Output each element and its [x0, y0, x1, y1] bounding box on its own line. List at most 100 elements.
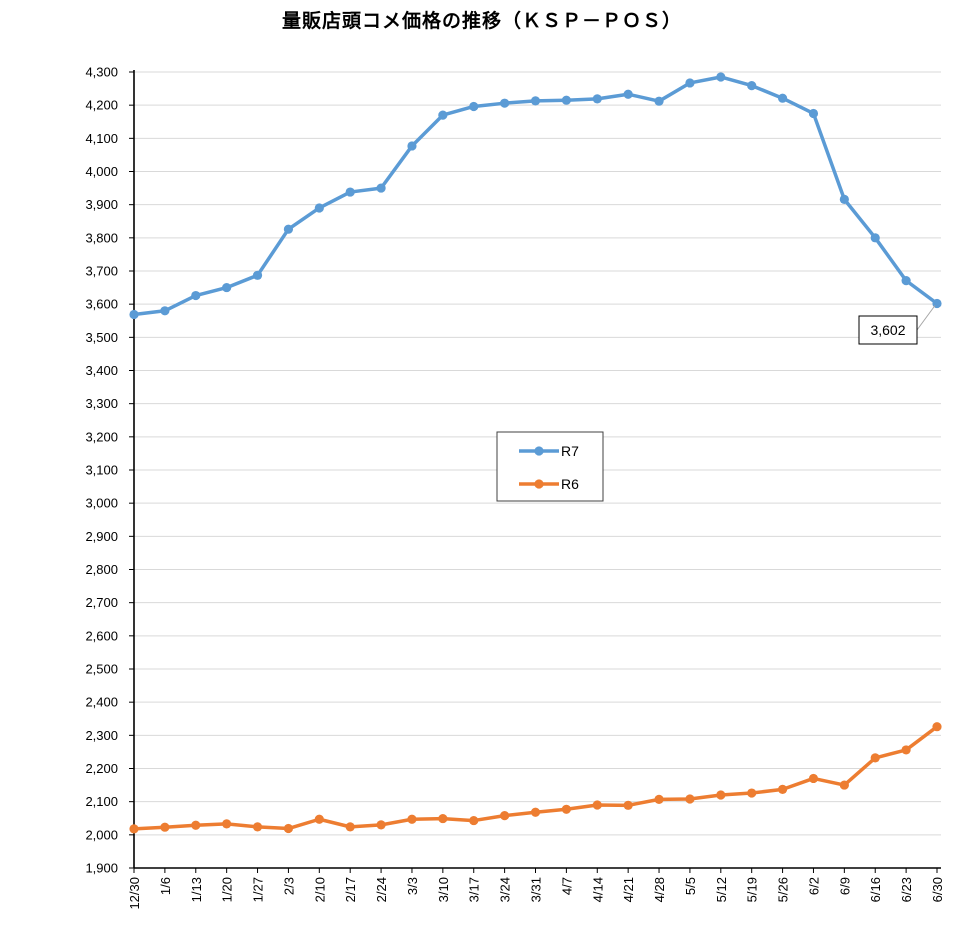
data-point: [747, 80, 757, 91]
y-tick-label: 2,900: [85, 529, 118, 544]
series-group: [129, 72, 942, 834]
series-R7: [129, 72, 942, 320]
data-point: [592, 94, 602, 104]
data-point: [438, 813, 448, 824]
data-point: [870, 753, 880, 763]
y-tick-label: 2,700: [85, 595, 118, 610]
data-point: [191, 820, 201, 830]
data-point: [777, 93, 788, 103]
data-point: [808, 773, 819, 784]
data-point: [685, 78, 695, 88]
data-point: [654, 794, 664, 804]
legend-swatch-marker: [534, 479, 544, 489]
data-point: [438, 110, 448, 120]
x-tick-label: 4/28: [652, 877, 667, 902]
y-tick-label: 3,200: [85, 429, 118, 444]
legend-swatch-marker: [534, 446, 544, 456]
y-tick-label: 2,600: [85, 628, 118, 643]
data-point: [901, 745, 911, 755]
data-point: [252, 822, 263, 832]
data-point: [129, 824, 139, 834]
legend-label: R7: [561, 443, 579, 459]
y-tick-label: 3,900: [85, 197, 118, 212]
data-point: [345, 822, 355, 832]
data-point: [530, 96, 541, 106]
x-tick-label: 5/26: [776, 877, 791, 902]
data-point: [345, 187, 355, 197]
data-point: [685, 794, 695, 804]
data-point: [160, 306, 170, 316]
y-tick-label: 2,100: [85, 794, 118, 809]
data-point: [839, 780, 849, 790]
data-point: [561, 804, 571, 814]
x-tick-label: 1/13: [189, 877, 204, 902]
legend-label: R6: [561, 476, 579, 492]
legend: R7 R6: [496, 431, 604, 502]
x-tick-label: 6/30: [930, 877, 945, 902]
data-point: [500, 810, 510, 821]
x-tick-label: 12/30: [127, 877, 142, 910]
y-tick-label: 3,400: [85, 363, 118, 378]
x-tick-label: 2/24: [374, 877, 389, 902]
x-tick-label: 4/21: [621, 877, 636, 902]
data-label: 3,602: [870, 322, 905, 338]
y-tick-label: 4,300: [85, 65, 118, 80]
data-point: [252, 270, 263, 280]
data-point: [283, 823, 294, 834]
y-tick-label: 4,000: [85, 164, 118, 179]
data-point: [129, 309, 139, 320]
data-point: [283, 224, 294, 234]
y-tick-label: 2,300: [85, 728, 118, 743]
data-point: [654, 96, 664, 106]
y-tick-label: 1,900: [85, 861, 118, 876]
x-tick-label: 3/17: [467, 877, 482, 902]
data-point: [808, 108, 819, 119]
x-tick-label: 1/6: [158, 877, 173, 895]
data-point: [623, 800, 633, 810]
y-tick-label: 4,200: [85, 98, 118, 113]
y-tick-label: 3,000: [85, 496, 118, 511]
data-point: [747, 788, 757, 798]
data-point: [932, 722, 942, 732]
series-R6: [129, 722, 942, 834]
data-point: [530, 807, 541, 817]
legend-box: [496, 431, 604, 502]
y-tick-label: 3,600: [85, 297, 118, 312]
y-tick-label: 2,400: [85, 695, 118, 710]
callout-box: [858, 315, 918, 345]
data-point: [222, 282, 232, 293]
x-tick-label: 2/17: [343, 877, 358, 902]
data-point: [839, 194, 849, 204]
x-tick-label: 6/9: [837, 877, 852, 895]
x-tick-label: 3/10: [436, 877, 451, 902]
y-tick-label: 2,000: [85, 827, 118, 842]
y-tick-label: 3,500: [85, 330, 118, 345]
y-tick-label: 3,700: [85, 264, 118, 279]
data-point: [376, 820, 386, 830]
x-tick-label: 2/3: [281, 877, 296, 895]
data-point: [716, 790, 726, 800]
x-tick-label: 5/19: [745, 877, 760, 902]
data-point: [222, 819, 232, 829]
x-tick-label: 6/2: [806, 877, 821, 895]
y-tick-label: 2,800: [85, 562, 118, 577]
data-point: [376, 183, 386, 193]
x-tick-label: 4/14: [590, 877, 605, 902]
data-point: [592, 800, 602, 810]
data-point: [870, 233, 880, 243]
x-tick-label: 3/3: [405, 877, 420, 895]
callout-leader: [916, 305, 936, 331]
data-point: [407, 141, 417, 151]
y-tick-label: 4,100: [85, 131, 118, 146]
data-point: [160, 822, 170, 832]
x-tick-label: 3/24: [498, 877, 513, 902]
data-point: [623, 89, 633, 99]
x-tick-label: 5/12: [714, 877, 729, 902]
y-axis: 1,900 2,000 2,100 2,200 2,300 2,400 2,500 2,600…: [85, 65, 135, 876]
y-tick-label: 2,200: [85, 761, 118, 776]
data-point: [901, 276, 911, 286]
x-tick-label: 1/27: [251, 877, 266, 902]
x-tick-label: 6/23: [899, 877, 914, 902]
annotation-group: 3,602: [858, 305, 936, 345]
